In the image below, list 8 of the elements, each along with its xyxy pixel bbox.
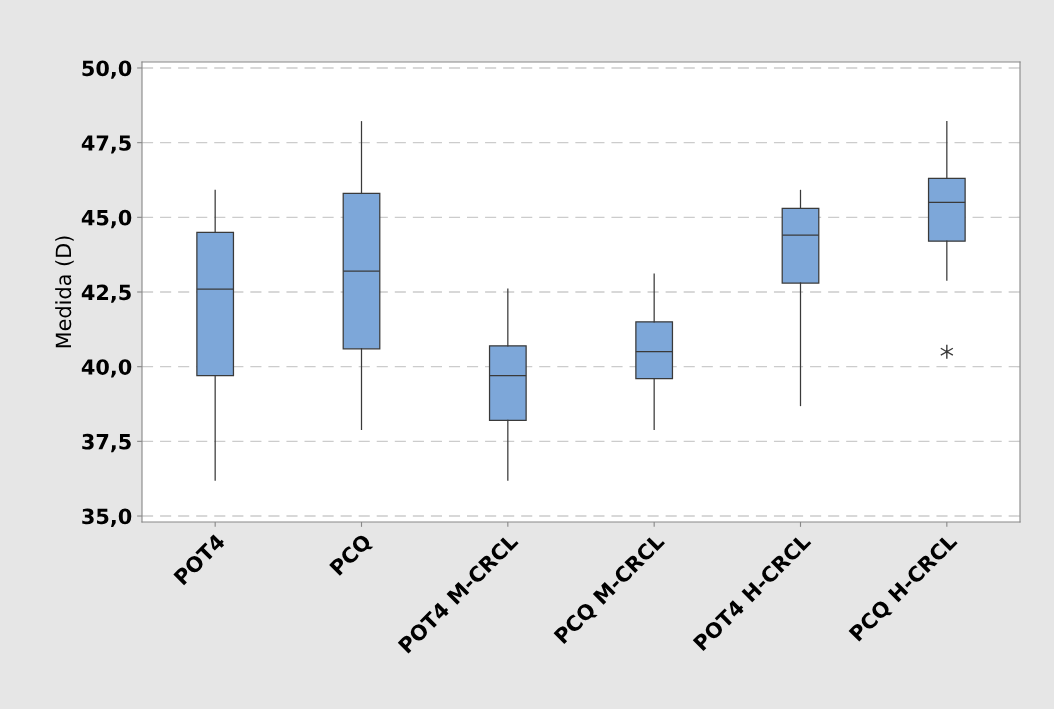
y-tick-label: 42,5 <box>81 284 131 303</box>
y-axis-title: Medida (D) <box>55 236 74 348</box>
y-tick-label: 50,0 <box>82 60 132 79</box>
y-tick-label: 45,0 <box>81 209 132 229</box>
y-tick-label: 37,5 <box>82 433 131 453</box>
y-tick-label: 40,0 <box>81 359 132 378</box>
y-tick-label: 47,5 <box>81 135 131 154</box>
y-tick-label: 35,0 <box>82 508 132 527</box>
